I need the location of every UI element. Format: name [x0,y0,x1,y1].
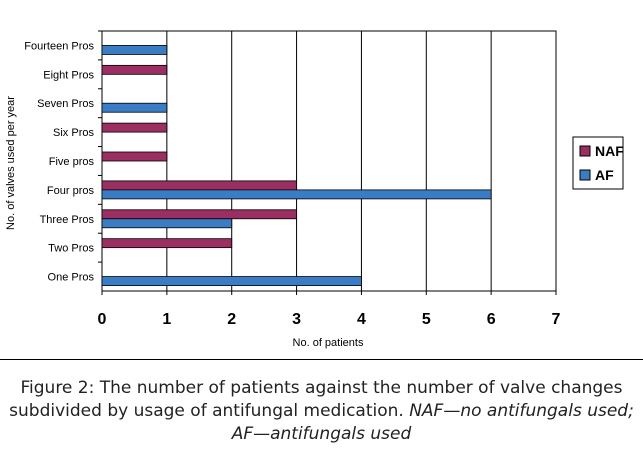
y-category-label: Five pros [49,156,95,168]
plot-area-frame [101,30,557,292]
x-tick-label: 4 [357,311,366,328]
x-tick-labels: 0 1 2 3 4 5 6 7 [98,291,561,328]
y-category-label: Eight Pros [43,69,94,81]
y-category-label: Three Pros [40,214,95,226]
y-category-label: Fourteen Pros [24,40,94,52]
bar-naf [101,180,297,191]
legend-swatch-af [579,169,591,181]
x-tick-label: 7 [552,311,561,328]
gridlines [166,31,492,291]
y-category-label: Four pros [47,185,95,197]
caption-line-2-text: subdivided by usage of antifungal medica… [9,401,410,421]
y-category-label: Six Pros [53,127,94,139]
x-tick-label: 3 [292,311,301,328]
x-tick-label: 5 [422,311,431,328]
bar-naf [101,238,233,249]
x-tick-label: 1 [162,311,171,328]
bar-af [101,276,362,286]
legend-label-af: AF [595,167,614,183]
y-category-label: One Pros [48,272,95,284]
legend-label-naf: NAF [595,143,624,159]
y-category-labels: One Pros Two Pros Three Pros Four pros Five … [24,30,102,284]
bar-chart: One Pros Two Pros Three Pros Four pros Five … [5,30,624,349]
x-tick-label: 6 [487,311,496,328]
bar-naf [101,151,168,162]
caption-af-definition: AF—antifungals used [231,424,412,444]
bar-af [101,218,233,229]
bar-naf [101,209,297,220]
bars [101,45,492,286]
legend: NAF AF [572,136,624,190]
bar-af [101,189,492,200]
caption-naf-definition: NAF—no antifungals used; [409,401,634,421]
x-tick-label: 2 [227,311,236,328]
legend-swatch-naf [579,145,591,157]
caption-line-2: subdivided by usage of antifungal medica… [0,400,643,423]
figure-caption: Figure 2: The number of patients against… [0,377,643,446]
bar-af [101,102,168,113]
y-category-label: Seven Pros [37,98,94,110]
bar-af [101,45,168,55]
x-tick-label: 0 [98,311,107,328]
x-axis-label: No. of patients [293,337,364,349]
caption-divider [0,359,643,360]
bar-naf [101,122,168,133]
y-category-label: Two Pros [48,243,94,255]
bar-naf [101,64,168,75]
y-axis-label: No. of valves used per year [5,96,17,230]
caption-line-1: Figure 2: The number of patients against… [20,378,623,398]
